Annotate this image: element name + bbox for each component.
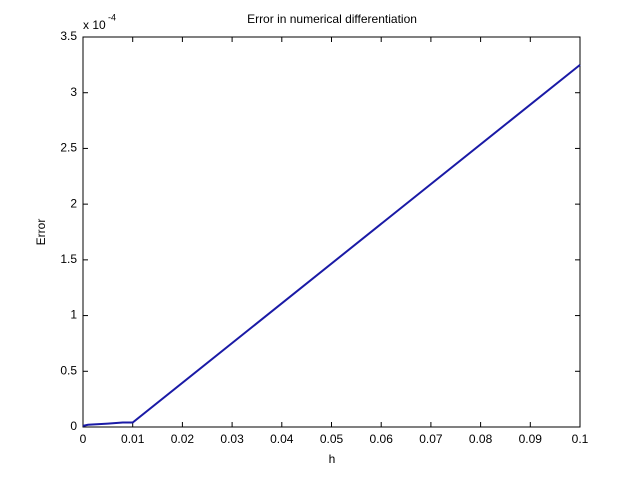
x-tick-label: 0.03 bbox=[220, 432, 244, 446]
x-tick-label: 0.01 bbox=[121, 432, 145, 446]
x-tick-label: 0.1 bbox=[572, 432, 589, 446]
y-tick-label: 3.5 bbox=[60, 29, 77, 43]
y-tick-label: 2 bbox=[70, 196, 77, 210]
y-tick-label: 2.5 bbox=[60, 141, 77, 155]
plot-frame bbox=[82, 36, 581, 428]
y-axis-label: Error bbox=[34, 219, 48, 246]
x-axis-label: h bbox=[329, 452, 336, 466]
chart-title: Error in numerical differentiation bbox=[247, 12, 417, 26]
data-line bbox=[82, 64, 581, 427]
y-tick-label: 1 bbox=[70, 308, 77, 322]
x-tick-label: 0.04 bbox=[270, 432, 294, 446]
y-tick-label: 3 bbox=[70, 85, 77, 99]
x-tick-label: 0 bbox=[80, 432, 87, 446]
y-exponent: -4 bbox=[108, 12, 116, 22]
y-multiplier: x 10 bbox=[83, 18, 106, 32]
x-tick-label: 0.06 bbox=[370, 432, 394, 446]
x-tick-label: 0.09 bbox=[519, 432, 543, 446]
x-tick-label: 0.05 bbox=[320, 432, 344, 446]
y-tick-label: 0 bbox=[70, 419, 77, 433]
x-tick-label: 0.08 bbox=[469, 432, 493, 446]
x-tick-label: 0.07 bbox=[419, 432, 443, 446]
y-tick-label: 0.5 bbox=[60, 363, 77, 377]
y-tick-label: 1.5 bbox=[60, 252, 77, 266]
x-tick-label: 0.02 bbox=[171, 432, 195, 446]
